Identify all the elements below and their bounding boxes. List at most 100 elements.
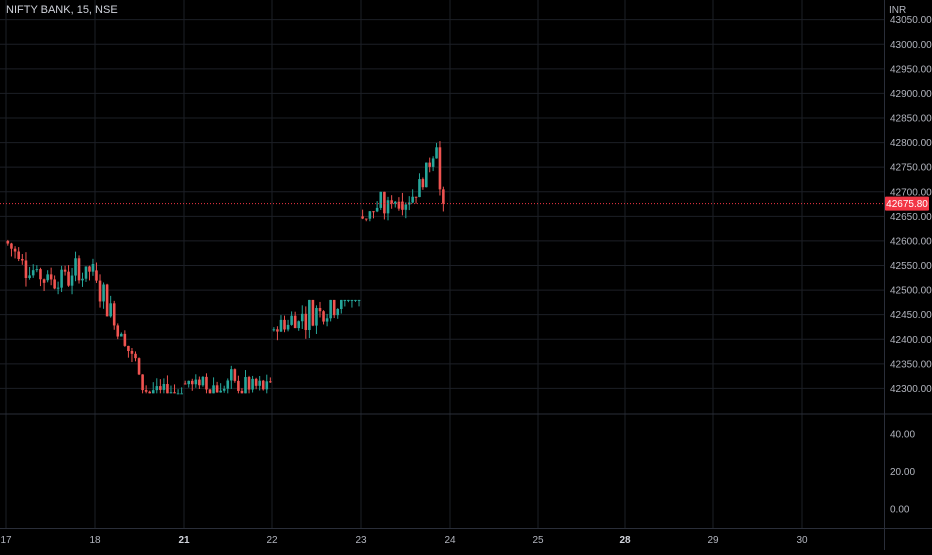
lower-pane-tick-label: 20.00 — [890, 467, 915, 478]
candle-body — [169, 392, 173, 394]
candle-body — [46, 274, 49, 281]
candle-body — [354, 299, 357, 301]
candle-body — [364, 218, 368, 220]
candle-body — [77, 258, 81, 281]
candle-body — [428, 162, 432, 167]
symbol-title[interactable]: NIFTY BANK, 15, NSE — [6, 4, 118, 16]
candle-body — [205, 376, 208, 390]
candle-body — [81, 278, 84, 281]
candle-body — [88, 266, 91, 272]
price-tick-label: 43050.00 — [890, 15, 932, 26]
candle-body — [219, 390, 222, 393]
candle-body — [198, 379, 201, 386]
candle-body — [10, 243, 13, 249]
candle-body — [286, 324, 290, 330]
lower-pane-tick-label: 40.00 — [890, 429, 915, 440]
candle-body — [173, 392, 176, 394]
candle-body — [425, 162, 428, 188]
candle-body — [383, 191, 386, 214]
candle-body — [411, 196, 414, 203]
candle-body — [105, 284, 109, 317]
time-tick-label: 25 — [532, 535, 544, 546]
candle-body — [226, 380, 230, 389]
candle-body — [237, 380, 240, 391]
candle-body — [127, 345, 130, 351]
price-tick-label: 42650.00 — [890, 212, 932, 223]
candle-body — [116, 325, 120, 337]
candle-body — [222, 388, 226, 391]
candle-body — [176, 393, 180, 395]
candle-body — [6, 240, 10, 244]
candle-body — [137, 358, 141, 375]
price-tick-label: 42550.00 — [890, 261, 932, 272]
candle-body — [102, 284, 105, 302]
candle-body — [421, 179, 425, 188]
candle-body — [297, 321, 301, 329]
candle-body — [322, 311, 325, 322]
candle-body — [144, 390, 148, 392]
time-tick-label: 28 — [619, 535, 631, 546]
candle-body — [148, 391, 151, 394]
candle-body — [414, 196, 418, 198]
candle-body — [315, 307, 318, 326]
candle-body — [397, 201, 401, 209]
price-tick-label: 42450.00 — [890, 310, 932, 321]
candle-body — [283, 319, 286, 330]
price-tick-label: 42800.00 — [890, 138, 932, 149]
candle-body — [84, 266, 88, 279]
time-tick-label: 23 — [355, 535, 367, 546]
price-tick-label: 42900.00 — [890, 89, 932, 100]
candle-body — [141, 374, 144, 391]
time-tick-label: 18 — [89, 535, 101, 546]
candle-body — [318, 307, 322, 312]
candle-body — [208, 389, 212, 394]
candle-body — [300, 313, 304, 322]
candle-body — [438, 147, 442, 190]
candle-body — [390, 200, 393, 204]
candle-body — [350, 299, 354, 301]
candle-body — [276, 329, 279, 332]
candle-body — [183, 383, 187, 385]
candle-body — [194, 379, 198, 385]
candle-body — [265, 381, 269, 390]
candle-body — [386, 200, 390, 214]
candle-body — [379, 191, 383, 208]
candle-body — [155, 386, 159, 391]
candle-body — [63, 269, 67, 272]
candle-body — [151, 390, 155, 394]
candle-body — [325, 318, 329, 322]
candle-body — [91, 264, 95, 272]
candle-body — [109, 303, 112, 317]
candle-body — [201, 376, 205, 386]
candle-body — [247, 377, 251, 390]
candle-body — [339, 299, 343, 309]
candle-body — [28, 275, 31, 278]
candle-body — [39, 269, 42, 280]
candle-body — [123, 333, 127, 346]
candle-body — [187, 380, 191, 385]
candle-body — [372, 211, 375, 213]
candle-body — [162, 384, 166, 390]
candle-body — [332, 299, 336, 316]
price-tick-label: 42300.00 — [890, 384, 932, 395]
candle-body — [56, 287, 60, 289]
candle-body — [60, 269, 63, 288]
candle-body — [311, 299, 315, 326]
currency-label: INR — [889, 5, 907, 16]
price-tick-label: 43000.00 — [890, 40, 932, 51]
candle-body — [229, 369, 233, 381]
candle-body — [407, 202, 411, 205]
candle-body — [112, 303, 116, 326]
candle-body — [67, 271, 70, 286]
candle-body — [215, 385, 219, 393]
candle-body — [180, 393, 183, 395]
price-tick-label: 42850.00 — [890, 114, 932, 125]
candle-body — [442, 189, 445, 204]
price-tick-label: 42400.00 — [890, 335, 932, 346]
candle-body — [42, 279, 46, 283]
price-tick-label: 42700.00 — [890, 187, 932, 198]
candle-body — [308, 299, 311, 331]
candle-body — [368, 211, 372, 219]
